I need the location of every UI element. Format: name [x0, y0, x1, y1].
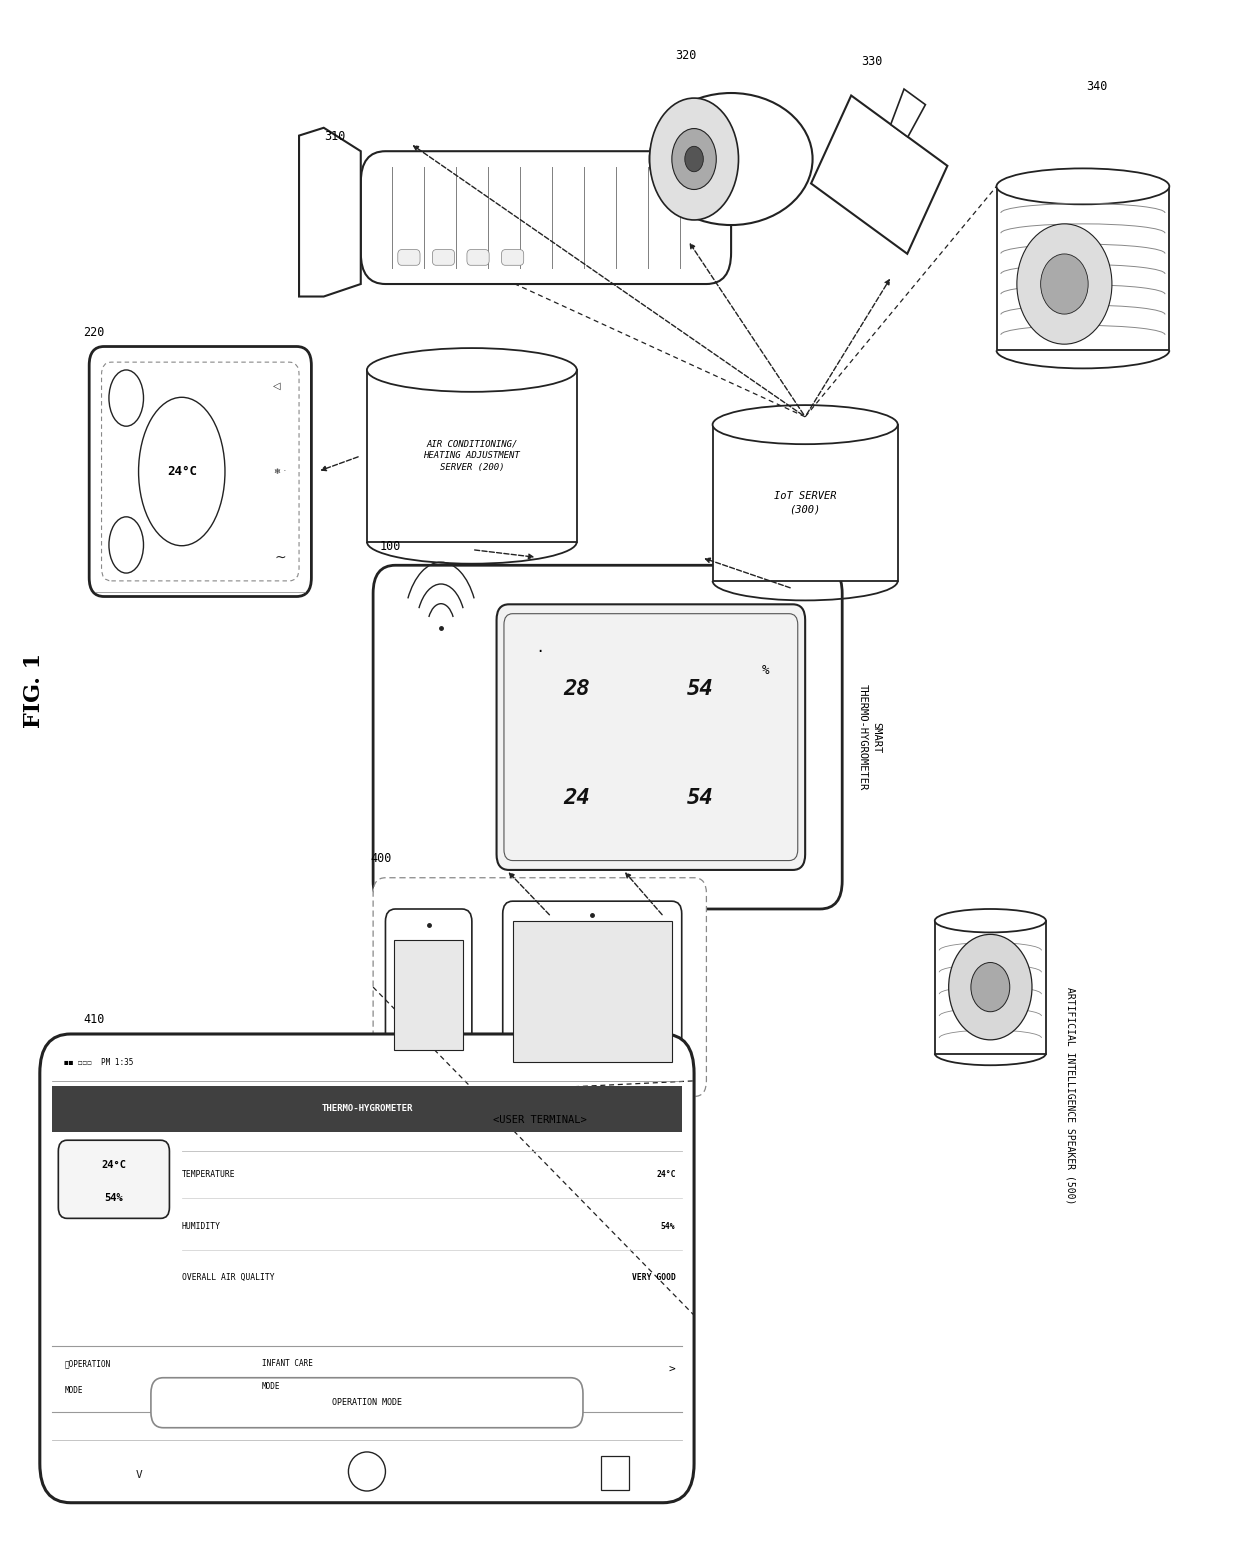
FancyBboxPatch shape: [502, 902, 682, 1080]
Text: 310: 310: [324, 130, 345, 143]
Text: HUMIDITY: HUMIDITY: [182, 1221, 221, 1231]
FancyBboxPatch shape: [89, 347, 311, 596]
FancyBboxPatch shape: [496, 604, 805, 870]
Text: 330: 330: [861, 55, 882, 69]
Text: MODE: MODE: [262, 1383, 280, 1391]
Ellipse shape: [997, 168, 1169, 204]
Bar: [997, 187, 1169, 350]
Text: OPERATION MODE: OPERATION MODE: [332, 1399, 402, 1406]
FancyBboxPatch shape: [503, 613, 797, 861]
Text: INFANT CARE: INFANT CARE: [262, 1359, 312, 1367]
Text: 54: 54: [687, 789, 713, 808]
Text: ARTIFICIAL INTELLIGENCE SPEAKER (500): ARTIFICIAL INTELLIGENCE SPEAKER (500): [1065, 988, 1075, 1204]
Text: ·: ·: [537, 643, 542, 662]
Text: 400: 400: [371, 853, 392, 866]
Polygon shape: [811, 96, 947, 254]
FancyBboxPatch shape: [58, 1140, 170, 1218]
Text: ①OPERATION: ①OPERATION: [64, 1359, 110, 1367]
Ellipse shape: [1040, 254, 1089, 314]
Bar: [713, 425, 898, 580]
FancyBboxPatch shape: [102, 362, 299, 580]
Text: %: %: [761, 665, 769, 677]
Text: 54: 54: [687, 679, 713, 699]
Text: 220: 220: [83, 326, 104, 339]
FancyBboxPatch shape: [433, 249, 455, 265]
Ellipse shape: [713, 405, 898, 444]
Bar: [601, 1455, 629, 1490]
FancyBboxPatch shape: [361, 151, 732, 284]
Text: V: V: [135, 1469, 141, 1480]
Text: VERY GOOD: VERY GOOD: [631, 1273, 676, 1283]
Text: IoT SERVER
(300): IoT SERVER (300): [774, 491, 837, 514]
Text: OVERALL AIR QUALITY: OVERALL AIR QUALITY: [182, 1273, 274, 1283]
Text: ◁: ◁: [273, 381, 280, 390]
Text: 28: 28: [563, 679, 590, 699]
FancyBboxPatch shape: [373, 564, 842, 909]
Text: THERMO-HYGROMETER: THERMO-HYGROMETER: [321, 1104, 413, 1113]
Text: FIG. 1: FIG. 1: [22, 652, 45, 728]
Text: 54%: 54%: [661, 1221, 676, 1231]
Ellipse shape: [684, 146, 703, 172]
Text: 54%: 54%: [104, 1193, 123, 1203]
Ellipse shape: [971, 963, 1009, 1011]
Ellipse shape: [935, 909, 1045, 933]
FancyBboxPatch shape: [467, 249, 489, 265]
Text: ~: ~: [275, 550, 286, 564]
Text: ◼◼ ☐☐☐  PM 1:35: ◼◼ ☐☐☐ PM 1:35: [64, 1057, 134, 1066]
Text: <USER TERMINAL>: <USER TERMINAL>: [492, 1115, 587, 1126]
Text: 320: 320: [676, 49, 697, 63]
Polygon shape: [299, 127, 361, 296]
Bar: [935, 920, 1045, 1054]
Polygon shape: [890, 89, 925, 136]
Ellipse shape: [650, 93, 812, 226]
FancyBboxPatch shape: [386, 909, 472, 1073]
FancyBboxPatch shape: [40, 1033, 694, 1502]
Ellipse shape: [1017, 224, 1112, 343]
Ellipse shape: [949, 935, 1032, 1040]
FancyBboxPatch shape: [373, 878, 707, 1096]
Text: 24°C: 24°C: [656, 1170, 676, 1179]
Text: 24°C: 24°C: [166, 466, 197, 478]
Text: 24°C: 24°C: [102, 1160, 126, 1170]
Text: 340: 340: [1086, 80, 1107, 94]
Text: >: >: [668, 1364, 676, 1375]
Ellipse shape: [672, 129, 717, 190]
Ellipse shape: [139, 397, 224, 546]
Text: 24: 24: [563, 789, 590, 808]
Bar: [394, 941, 464, 1049]
Ellipse shape: [367, 348, 577, 392]
FancyBboxPatch shape: [501, 249, 523, 265]
Text: MODE: MODE: [64, 1386, 83, 1394]
Text: TEMPERATURE: TEMPERATURE: [182, 1170, 236, 1179]
Bar: [52, 1085, 682, 1132]
FancyBboxPatch shape: [398, 249, 420, 265]
Text: 100: 100: [379, 539, 401, 554]
Text: SMART
THERMO-HYGROMETER: SMART THERMO-HYGROMETER: [857, 684, 882, 790]
FancyBboxPatch shape: [151, 1378, 583, 1428]
Ellipse shape: [650, 99, 739, 220]
Bar: [367, 370, 577, 543]
Text: AIR CONDITIONING/
HEATING ADJUSTMENT
SERVER (200): AIR CONDITIONING/ HEATING ADJUSTMENT SER…: [424, 439, 521, 472]
Text: ❄ ·: ❄ ·: [274, 467, 286, 477]
Bar: [512, 922, 672, 1062]
Text: 410: 410: [83, 1013, 104, 1025]
